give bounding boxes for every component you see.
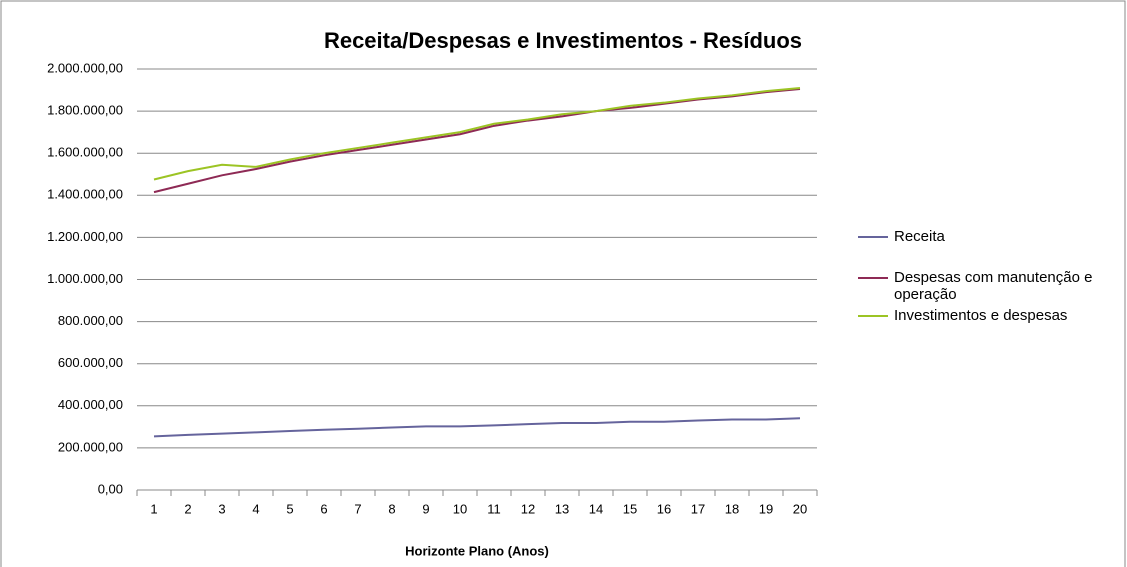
x-axis-title: Horizonte Plano (Anos) [405,543,549,558]
legend-swatch [858,236,888,238]
y-tick-label: 800.000,00 [58,313,123,328]
x-tick-label: 17 [691,501,705,516]
x-tick-label: 16 [657,501,671,516]
x-tick-label: 10 [453,501,467,516]
x-tick-label: 5 [286,501,293,516]
x-tick-label: 19 [759,501,773,516]
y-tick-label: 1.800.000,00 [47,103,123,118]
x-tick-label: 14 [589,501,603,516]
x-tick-label: 13 [555,501,569,516]
x-tick-label: 2 [184,501,191,516]
x-tick-label: 18 [725,501,739,516]
y-tick-label: 1.000.000,00 [47,271,123,286]
x-tick-label: 20 [793,501,807,516]
x-tick-label: 3 [218,501,225,516]
x-tick-label: 1 [150,501,157,516]
x-tick-label: 9 [422,501,429,516]
legend-label: Investimentos e despesas [894,307,1068,324]
legend: Receita Despesas com manutenção e operaçã… [858,228,1120,328]
y-tick-label: 200.000,00 [58,439,123,454]
chart-title: Receita/Despesas e Investimentos - Resíd… [324,28,802,53]
y-tick-label: 400.000,00 [58,397,123,412]
y-tick-label: 1.400.000,00 [47,187,123,202]
y-tick-label: 600.000,00 [58,355,123,370]
series-line [153,417,801,438]
y-tick-label: 0,00 [98,481,123,496]
series-line [153,88,801,194]
legend-label: Receita [894,228,945,245]
legend-item: Receita [858,228,1120,245]
legend-label: Despesas com manutenção e operação [894,269,1093,303]
x-tick-label: 4 [252,501,259,516]
legend-item: Investimentos e despesas [858,307,1120,324]
legend-item: Despesas com manutenção e operação [858,269,1120,303]
x-tick-label: 11 [487,501,501,516]
y-tick-label: 2.000.000,00 [47,60,123,75]
x-tick-label: 8 [388,501,395,516]
legend-swatch [858,315,888,317]
y-tick-label: 1.600.000,00 [47,145,123,160]
x-tick-label: 6 [320,501,327,516]
y-tick-label: 1.200.000,00 [47,229,123,244]
x-tick-label: 12 [521,501,535,516]
series-line [153,86,801,181]
x-tick-label: 15 [623,501,637,516]
x-tick-label: 7 [354,501,361,516]
legend-swatch [858,277,888,279]
